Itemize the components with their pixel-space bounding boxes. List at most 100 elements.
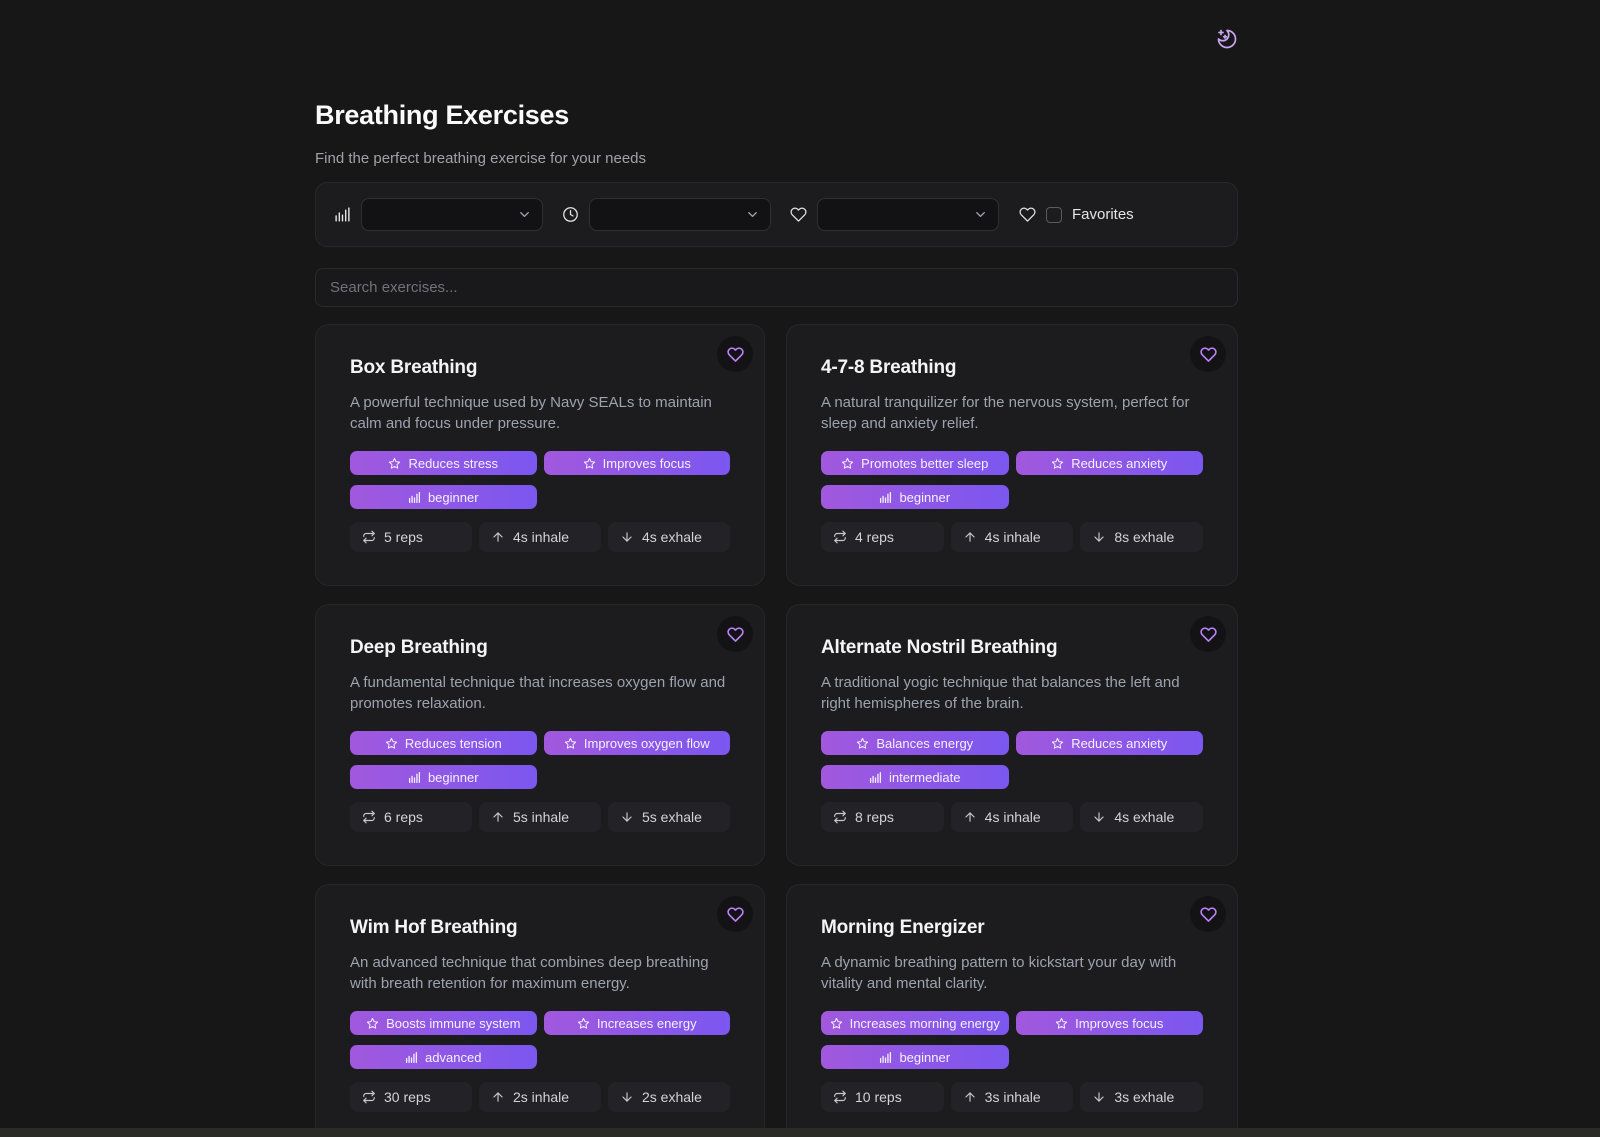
card-tags: Promotes better sleep Reduces anxiety be… <box>821 451 1203 509</box>
exhale-stat: 2s exhale <box>608 1082 730 1112</box>
exercise-card[interactable]: Wim Hof Breathing An advanced technique … <box>315 884 765 1137</box>
arrow-down-icon <box>1092 530 1106 544</box>
arrow-up-icon <box>491 1090 505 1104</box>
main-content: Breathing Exercises Find the perfect bre… <box>315 0 1238 1137</box>
level-filter-group <box>334 198 543 231</box>
reps-stat: 10 reps <box>821 1082 944 1112</box>
benefit-filter-select[interactable] <box>817 198 999 231</box>
favorite-button[interactable] <box>717 896 753 932</box>
arrow-down-icon <box>620 530 634 544</box>
exercise-card[interactable]: 4-7-8 Breathing A natural tranquilizer f… <box>786 324 1238 586</box>
inhale-stat: 4s inhale <box>950 522 1074 552</box>
card-description: A powerful technique used by Navy SEALs … <box>350 394 712 432</box>
star-icon <box>1055 1017 1068 1030</box>
reps-stat-label: 5 reps <box>384 529 423 545</box>
level-tag: advanced <box>350 1045 537 1069</box>
bar-chart-icon <box>405 1051 418 1064</box>
level-tag: intermediate <box>821 765 1009 789</box>
bar-chart-icon <box>869 771 882 784</box>
search-input[interactable] <box>315 268 1238 307</box>
page-subtitle: Find the perfect breathing exercise for … <box>315 150 647 167</box>
benefit-tag: Improves focus <box>1015 1011 1203 1035</box>
exhale-stat-label: 4s exhale <box>1114 809 1175 825</box>
star-icon <box>841 457 854 470</box>
star-icon <box>830 1017 843 1030</box>
favorite-button[interactable] <box>1190 616 1226 652</box>
inhale-stat-label: 4s inhale <box>513 529 570 545</box>
favorite-button[interactable] <box>717 336 753 372</box>
exercise-card[interactable]: Alternate Nostril Breathing A traditiona… <box>786 604 1238 866</box>
repeat-icon <box>362 1090 376 1104</box>
benefit-tag-label: Balances energy <box>876 735 974 751</box>
benefit-tag: Reduces tension <box>350 731 537 755</box>
card-title: Wim Hof Breathing <box>350 917 518 938</box>
exercise-card[interactable]: Deep Breathing A fundamental technique t… <box>315 604 765 866</box>
chevron-down-icon <box>745 207 760 222</box>
exercise-card[interactable]: Box Breathing A powerful technique used … <box>315 324 765 586</box>
level-tag: beginner <box>821 1045 1009 1069</box>
inhale-stat: 4s inhale <box>950 802 1074 832</box>
card-description: An advanced technique that combines deep… <box>350 954 709 992</box>
exhale-stat-label: 4s exhale <box>642 529 702 545</box>
card-description: A traditional yogic technique that balan… <box>821 674 1180 712</box>
card-description: A fundamental technique that increases o… <box>350 674 726 712</box>
duration-filter-select[interactable] <box>589 198 771 231</box>
card-stats: 6 reps 5s inhale 5s exhale <box>350 802 730 832</box>
exhale-stat: 4s exhale <box>608 522 730 552</box>
filter-bar: Favorites <box>315 182 1238 247</box>
level-tag: beginner <box>350 765 537 789</box>
level-tag: beginner <box>350 485 537 509</box>
benefit-filter-group <box>790 198 999 231</box>
reps-stat-label: 8 reps <box>855 809 894 825</box>
benefit-tag-label: Improves focus <box>602 455 691 471</box>
heart-icon <box>1019 206 1036 223</box>
card-stats: 10 reps 3s inhale 3s exhale <box>821 1082 1203 1112</box>
card-tags: Boosts immune system Increases energy ad… <box>350 1011 730 1069</box>
reps-stat: 30 reps <box>350 1082 472 1112</box>
reps-stat: 6 reps <box>350 802 472 832</box>
favorite-button[interactable] <box>717 616 753 652</box>
repeat-icon <box>833 1090 847 1104</box>
favorites-checkbox[interactable] <box>1046 206 1062 223</box>
benefit-tag: Reduces anxiety <box>1015 451 1203 475</box>
card-stats: 5 reps 4s inhale 4s exhale <box>350 522 730 552</box>
benefit-tag: Increases morning energy <box>821 1011 1009 1035</box>
bar-chart-icon <box>879 491 892 504</box>
benefit-tag-label: Reduces stress <box>408 455 499 471</box>
benefit-tag: Improves focus <box>543 451 730 475</box>
level-tag-label: advanced <box>425 1049 482 1065</box>
reps-stat: 4 reps <box>821 522 944 552</box>
exercise-card[interactable]: Morning Energizer A dynamic breathing pa… <box>786 884 1238 1137</box>
card-title: Deep Breathing <box>350 637 488 658</box>
clock-icon <box>562 206 579 223</box>
benefit-tag-label: Reduces tension <box>404 735 502 751</box>
benefit-tag-label: Boosts immune system <box>386 1015 521 1031</box>
star-icon <box>385 737 398 750</box>
reps-stat: 8 reps <box>821 802 944 832</box>
card-tags: Reduces stress Improves focus beginner <box>350 451 730 509</box>
repeat-icon <box>362 810 376 824</box>
bar-chart-icon <box>408 771 421 784</box>
arrow-up-icon <box>963 530 977 544</box>
reps-stat-label: 4 reps <box>855 529 894 545</box>
bar-chart-icon <box>408 491 421 504</box>
level-filter-select[interactable] <box>361 198 543 231</box>
exhale-stat: 4s exhale <box>1080 802 1203 832</box>
favorite-button[interactable] <box>1190 896 1226 932</box>
heart-icon <box>1199 906 1217 923</box>
arrow-up-icon <box>491 530 505 544</box>
star-icon <box>583 457 596 470</box>
reps-stat-label: 6 reps <box>384 809 423 825</box>
benefit-tag-label: Promotes better sleep <box>861 455 989 471</box>
favorites-label: Favorites <box>1072 206 1134 223</box>
arrow-up-icon <box>491 810 505 824</box>
reps-stat-label: 10 reps <box>855 1089 902 1105</box>
benefit-tag-label: Reduces anxiety <box>1071 455 1168 471</box>
repeat-icon <box>362 530 376 544</box>
exhale-stat: 5s exhale <box>608 802 730 832</box>
inhale-stat: 5s inhale <box>479 802 601 832</box>
bottom-bar <box>0 1128 1600 1137</box>
favorite-button[interactable] <box>1190 336 1226 372</box>
benefit-tag-label: Increases morning energy <box>849 1015 1000 1031</box>
page-title: Breathing Exercises <box>315 100 569 130</box>
